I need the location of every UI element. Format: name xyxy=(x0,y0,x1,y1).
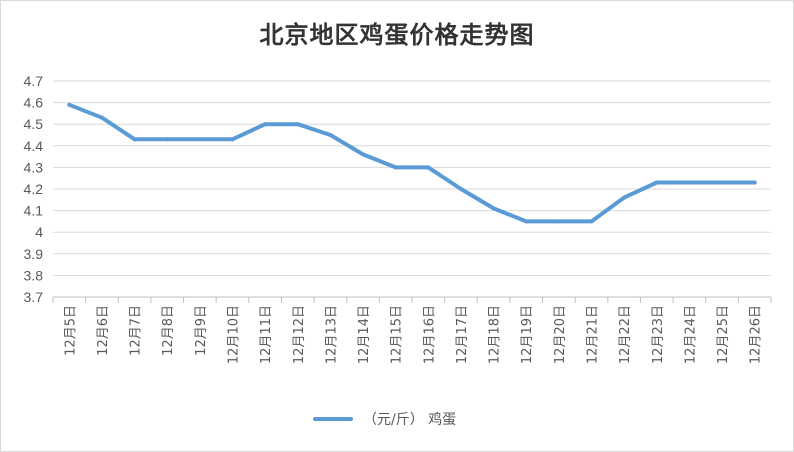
x-tick-label: 12月13日 xyxy=(324,305,339,364)
chart-svg: 3.73.83.944.14.24.34.44.54.64.7 12月5日 12月… xyxy=(24,73,772,364)
data-point xyxy=(458,187,463,191)
x-tick-label: 12月22日 xyxy=(618,305,633,364)
x-tick-label: 12月26日 xyxy=(749,305,764,364)
y-tick-label: 4.2 xyxy=(24,181,44,197)
y-tick-label: 4.7 xyxy=(24,73,44,89)
x-tick-label: 12月23日 xyxy=(651,305,666,364)
data-point xyxy=(556,219,561,224)
y-tick-label: 3.9 xyxy=(24,246,44,262)
x-tick-label: 12月24日 xyxy=(683,305,698,364)
y-tick-label: 4.1 xyxy=(24,203,44,219)
x-tick-label: 12月17日 xyxy=(455,305,470,364)
data-point xyxy=(99,115,104,120)
data-point xyxy=(426,165,431,170)
y-tick-label: 4 xyxy=(35,224,43,240)
y-tick-label: 4.6 xyxy=(24,95,44,111)
x-tick-label: 12月20日 xyxy=(553,305,568,364)
x-tick-label: 12月15日 xyxy=(390,305,405,364)
x-tick-label: 12月21日 xyxy=(586,305,601,364)
data-point xyxy=(491,206,496,211)
legend: （元/斤） 鸡蛋 xyxy=(313,409,456,429)
data-point xyxy=(132,137,137,142)
x-tick-label: 12月12日 xyxy=(292,305,307,364)
y-tick-label: 4.4 xyxy=(24,138,44,154)
data-point xyxy=(328,133,333,137)
x-tick-labels: 12月5日 12月6日 12月7日 12月8日 12月9日 12月10日 12月11日 12月… xyxy=(63,305,763,364)
data-point xyxy=(720,180,725,185)
legend-label: （元/斤） 鸡蛋 xyxy=(363,412,457,428)
data-point xyxy=(622,195,627,200)
data-point xyxy=(230,137,235,142)
x-tick-label: 12月8日 xyxy=(161,305,176,356)
data-point xyxy=(295,122,300,127)
series-lines xyxy=(67,102,757,224)
x-tick-label: 12月14日 xyxy=(357,305,372,364)
x-tick-label: 12月16日 xyxy=(422,305,437,364)
y-tick-label: 3.7 xyxy=(24,289,44,305)
data-point xyxy=(752,180,757,185)
x-tick-label: 12月5日 xyxy=(63,305,78,356)
data-point xyxy=(654,180,659,185)
y-tick-label: 4.5 xyxy=(24,116,44,132)
data-point xyxy=(67,102,72,107)
x-tick-label: 12月11日 xyxy=(259,305,274,364)
data-point xyxy=(361,152,366,157)
y-tick-label: 4.3 xyxy=(24,159,44,175)
x-axis xyxy=(52,296,772,303)
gridlines xyxy=(53,80,771,276)
x-tick-label: 12月6日 xyxy=(96,305,111,356)
y-tick-labels: 3.7 3.8 3.9 4 4.1 4.2 4.3 4.4 4.5 4.6 4.7 xyxy=(24,73,44,305)
legend-swatch xyxy=(313,417,353,421)
x-tick-label: 12月25日 xyxy=(716,305,731,364)
x-tick-label: 12月9日 xyxy=(194,305,209,356)
data-point xyxy=(589,219,594,224)
chart-title: 北京地区鸡蛋价格走势图 xyxy=(259,21,535,49)
series-line xyxy=(67,102,757,224)
data-point xyxy=(687,180,692,185)
y-tick-label: 3.8 xyxy=(24,267,44,283)
data-point xyxy=(524,219,529,224)
data-point xyxy=(263,122,268,127)
x-tick-label: 12月18日 xyxy=(488,305,503,364)
x-tick-label: 12月10日 xyxy=(227,305,242,364)
x-tick-label: 12月7日 xyxy=(129,305,144,356)
x-tick-label: 12月19日 xyxy=(520,305,535,364)
data-point xyxy=(165,137,170,142)
data-point xyxy=(197,137,202,142)
data-point xyxy=(393,165,398,170)
